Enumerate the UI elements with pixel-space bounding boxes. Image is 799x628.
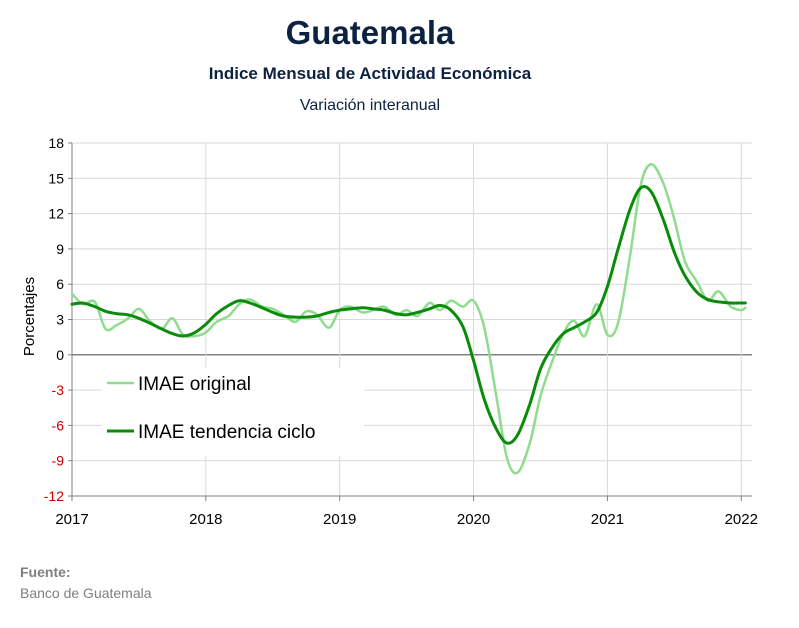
x-tick-label: 2019: [323, 511, 356, 528]
x-tick-label: 2017: [55, 511, 88, 528]
y-tick-label: 0: [56, 347, 64, 363]
y-tick-label: 3: [56, 312, 64, 328]
x-tick-label: 2022: [725, 511, 758, 528]
y-tick-label: -6: [52, 417, 65, 433]
series-line-imae-tendencia-ciclo: [70, 185, 747, 445]
y-tick-label: -3: [52, 382, 65, 398]
y-tick-label: 12: [48, 206, 64, 222]
y-tick-label: -12: [44, 488, 64, 504]
chart-subtitle: Indice Mensual de Actividad Económica: [208, 64, 532, 83]
y-tick-label: 15: [48, 170, 64, 186]
legend-box: [102, 368, 364, 456]
legend-label: IMAE tendencia ciclo: [138, 422, 315, 443]
source-label: Fuente:: [20, 564, 71, 580]
chart-subtitle-secondary: Variación interanual: [299, 97, 441, 114]
y-tick-label: 9: [56, 241, 64, 257]
legend-label: IMAE original: [138, 374, 251, 395]
source-text: Banco de Guatemala: [20, 585, 152, 601]
chart-title: Guatemala: [285, 14, 455, 51]
x-tick-label: 2020: [457, 511, 490, 528]
y-tick-label: 18: [48, 135, 64, 151]
y-tick-label: 6: [56, 276, 64, 292]
y-tick-label: -9: [52, 453, 65, 469]
x-tick-label: 2018: [189, 511, 222, 528]
x-tick-label: 2021: [591, 511, 624, 528]
y-axis-label: Porcentajes: [21, 277, 38, 356]
